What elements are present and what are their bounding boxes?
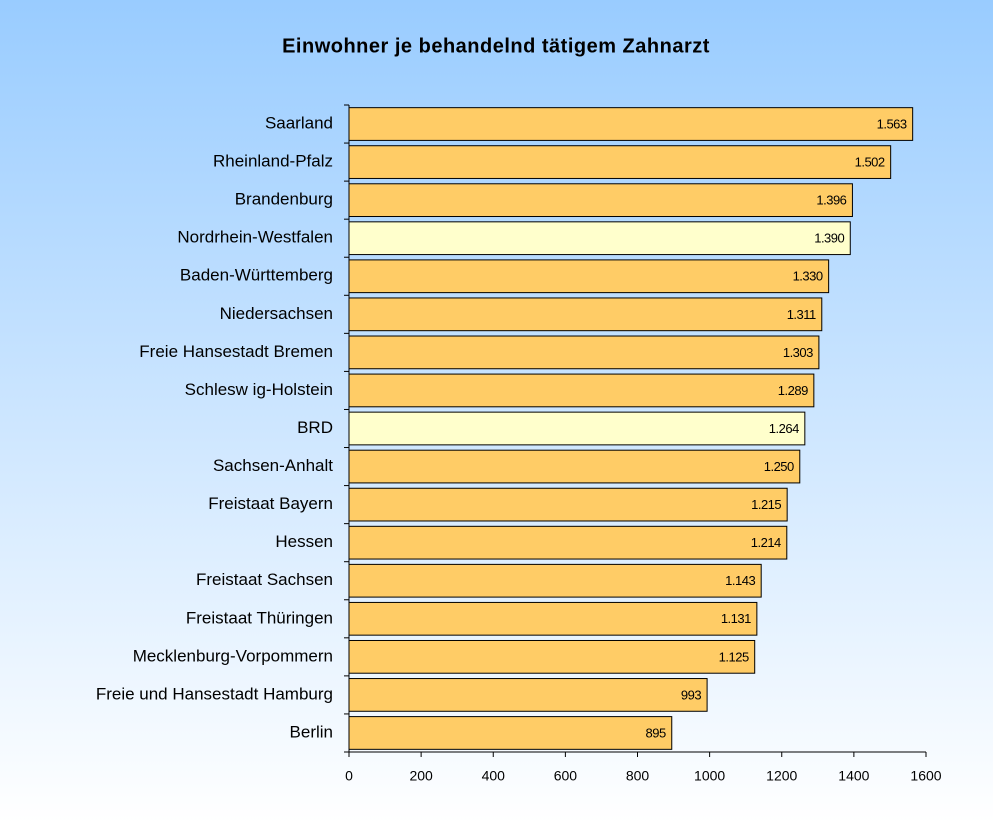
- x-tick-label: 400: [482, 768, 506, 784]
- bar: [348, 716, 673, 750]
- bar: [348, 639, 756, 674]
- value-label: 1.131: [721, 611, 751, 626]
- y-tick-label: BRD: [297, 418, 333, 437]
- value-label: 1.330: [793, 269, 823, 284]
- y-tick-label: Baden-Württemberg: [180, 266, 333, 285]
- x-tick-label: 200: [409, 768, 433, 784]
- value-label: 1.264: [769, 421, 799, 436]
- value-label: 1.143: [725, 573, 755, 588]
- bar: [348, 183, 853, 218]
- y-tick-label: Rheinland-Pfalz: [213, 152, 333, 171]
- value-label: 1.390: [814, 231, 844, 246]
- value-label: 993: [681, 687, 701, 702]
- y-tick-label: Schlesw ig-Holstein: [185, 380, 333, 399]
- y-tick-label: Brandenburg: [235, 190, 333, 209]
- chart-title: Einwohner je behandelnd tätigem Zahnarzt: [282, 35, 710, 57]
- value-label: 1.289: [778, 383, 808, 398]
- x-tick-label: 800: [626, 768, 650, 784]
- bar: [348, 601, 758, 636]
- y-tick-label: Freistaat Thüringen: [186, 608, 333, 627]
- value-label: 1.125: [719, 649, 749, 664]
- bar: [348, 525, 788, 560]
- x-tick-label: 1200: [766, 768, 797, 784]
- value-label: 1.303: [783, 345, 813, 360]
- value-label: 1.250: [764, 459, 794, 474]
- value-label: 1.214: [751, 535, 781, 550]
- y-tick-label: Freie und Hansestadt Hamburg: [96, 684, 333, 703]
- bar: [348, 259, 830, 294]
- bar: [348, 563, 762, 598]
- y-tick-label: Nordrhein-Westfalen: [177, 228, 333, 247]
- value-label: 1.563: [877, 116, 907, 131]
- bar: [348, 145, 892, 179]
- y-tick-label: Freie Hansestadt Bremen: [139, 342, 333, 361]
- x-tick-label: 0: [345, 768, 353, 784]
- y-tick-label: Hessen: [275, 532, 333, 551]
- value-label: 1.311: [787, 307, 816, 322]
- value-label: 1.215: [751, 497, 781, 512]
- bar: [348, 297, 823, 332]
- value-label: 1.396: [816, 193, 846, 208]
- bar: [348, 678, 708, 712]
- y-tick-label: Sachsen-Anhalt: [213, 456, 333, 475]
- y-tick-label: Saarland: [265, 114, 333, 133]
- x-tick-label: 600: [554, 768, 578, 784]
- value-label: 895: [646, 725, 666, 740]
- bar: [348, 449, 801, 484]
- bar: [348, 335, 820, 370]
- y-tick-label: Niedersachsen: [220, 304, 333, 323]
- y-tick-label: Freistaat Sachsen: [196, 570, 333, 589]
- x-tick-label: 1000: [694, 768, 725, 784]
- bar: [348, 373, 815, 408]
- y-tick-label: Freistaat Bayern: [208, 494, 333, 513]
- x-tick-label: 1600: [910, 768, 941, 784]
- y-tick-label: Berlin: [290, 722, 333, 741]
- bar: [348, 107, 914, 141]
- bar: [348, 411, 806, 446]
- value-label: 1.502: [855, 155, 885, 170]
- bar: [348, 487, 788, 522]
- y-tick-label: Mecklenburg-Vorpommern: [133, 646, 333, 665]
- bar: [348, 221, 851, 256]
- x-tick-label: 1400: [838, 768, 869, 784]
